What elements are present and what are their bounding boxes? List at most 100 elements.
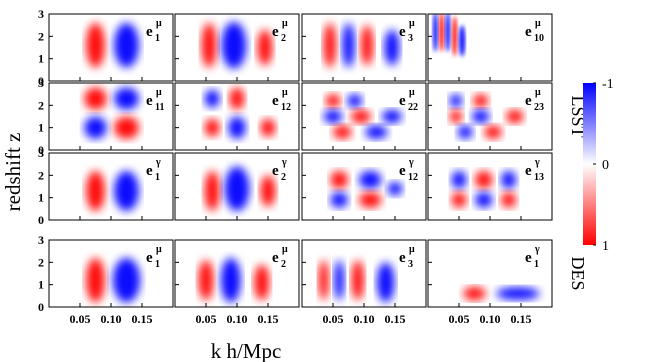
heatmap-blob	[475, 192, 493, 208]
heatmap-blob	[204, 170, 220, 212]
y-tick-label: 2	[38, 255, 44, 269]
panel-label: e	[525, 163, 532, 179]
panel-label-sub: 1	[155, 172, 160, 183]
panel-label-sub: 2	[281, 259, 286, 270]
panel-label: e	[146, 93, 153, 109]
heatmap-blob	[323, 22, 337, 68]
heatmap-blob	[449, 94, 463, 108]
panel-label: e	[272, 163, 279, 179]
panel: eμ 1	[48, 239, 174, 308]
colorbar-tick-label: 1	[602, 239, 609, 254]
x-tick-label: 0.05	[70, 312, 91, 326]
y-tick-label: 0	[38, 213, 44, 227]
heatmap-blob	[445, 14, 451, 52]
heatmap-blob	[359, 170, 382, 189]
panel-label-sub: 1	[155, 33, 160, 44]
heatmap-blob	[204, 118, 220, 137]
heatmap-blob	[365, 125, 388, 139]
panel: eγ 1	[48, 152, 174, 221]
heatmap-blob	[333, 125, 352, 139]
heatmap-blob	[254, 264, 270, 301]
panel: eγ 2	[174, 152, 300, 221]
y-axis-label: redshift z	[1, 133, 25, 212]
heatmap-blob	[84, 116, 107, 139]
panel-label-sub: 1	[534, 259, 539, 270]
heatmap-blob	[260, 175, 276, 207]
panel-label-sub: 10	[534, 33, 544, 44]
panel-label-sup: γ	[155, 157, 161, 168]
y-tick-label: 3	[38, 233, 44, 247]
panel-label: e	[525, 250, 532, 266]
heatmap-blob	[439, 14, 445, 52]
x-tick-label: 0.05	[196, 312, 217, 326]
heatmap-blob	[501, 192, 517, 208]
panel-label-sub: 2	[281, 172, 286, 183]
x-tick-label: 0.05	[449, 312, 470, 326]
panel: eμ 2	[174, 13, 300, 82]
survey-label: DES	[568, 256, 588, 290]
panel-label-sup: γ	[281, 157, 287, 168]
panel-label: e	[146, 24, 153, 40]
panel-label-sub: 12	[281, 102, 291, 113]
panel-label-sub: 1	[155, 259, 160, 270]
panel-label: e	[146, 250, 153, 266]
x-tick-label: 0.10	[354, 312, 375, 326]
heatmap-blob	[224, 166, 250, 212]
panel-background	[49, 153, 173, 220]
colorbar-gradient	[583, 83, 596, 245]
y-tick-label: 1	[38, 191, 44, 205]
panel-label-sub: 2	[281, 33, 286, 44]
heatmap-blob	[325, 94, 341, 108]
y-tick-label: 2	[38, 29, 44, 43]
colorbar-ticks: -1 0 1	[593, 77, 614, 254]
panel-label-sup: μ	[156, 87, 162, 98]
heatmap-blob	[228, 116, 246, 139]
heatmap-blob	[432, 14, 438, 52]
colorbar-tick-label: 0	[602, 158, 609, 173]
panel-background	[49, 83, 173, 150]
heatmap-blob	[257, 29, 273, 66]
y-tick-label: 3	[38, 76, 44, 90]
panel: eμ 23	[427, 82, 553, 151]
panel-label-sup: γ	[534, 157, 540, 168]
y-tick-label: 2	[38, 168, 44, 182]
panel-label: e	[146, 163, 153, 179]
panel: eμ 2	[174, 239, 300, 308]
heatmap-blob	[260, 118, 276, 137]
heatmap-blob	[359, 192, 382, 208]
panel-label-sub: 12	[408, 172, 418, 183]
panel-label-sub: 22	[408, 102, 418, 113]
x-tick-label: 0.15	[511, 312, 532, 326]
heatmap-blob	[342, 22, 355, 68]
heatmap-blob	[330, 170, 348, 189]
heatmap-blob	[472, 109, 490, 124]
heatmap-blob	[229, 87, 245, 110]
y-tick-label: 0	[38, 300, 44, 314]
panel-label-sup: γ	[408, 157, 414, 168]
heatmap-blob	[112, 257, 141, 303]
heatmap-blob	[114, 87, 139, 110]
y-tick-label: 1	[38, 52, 44, 66]
panel-label: e	[272, 250, 279, 266]
heatmap-blob	[475, 170, 493, 189]
panel: eμ 1	[48, 13, 174, 82]
y-tick-label: 2	[38, 98, 44, 112]
heatmap-blob	[350, 109, 371, 124]
heatmap-blob	[84, 87, 107, 110]
heatmap-blob	[501, 170, 517, 189]
heatmap-blob	[449, 109, 463, 124]
y-tick-label: 1	[38, 121, 44, 135]
panel-label: e	[399, 163, 406, 179]
panel: eγ 1	[427, 239, 553, 308]
panel-label-sup: μ	[282, 244, 288, 255]
panel-label: e	[525, 93, 532, 109]
x-axis-label: k h/Mpc	[211, 339, 282, 362]
panel-label-sub: 11	[155, 102, 164, 113]
heatmap-blob	[86, 257, 105, 303]
heatmap-blob	[318, 260, 329, 301]
heatmap-blob	[506, 109, 524, 124]
heatmap-blob	[484, 125, 502, 139]
y-tick-label: 3	[38, 7, 44, 21]
panel-label-sub: 3	[408, 33, 413, 44]
